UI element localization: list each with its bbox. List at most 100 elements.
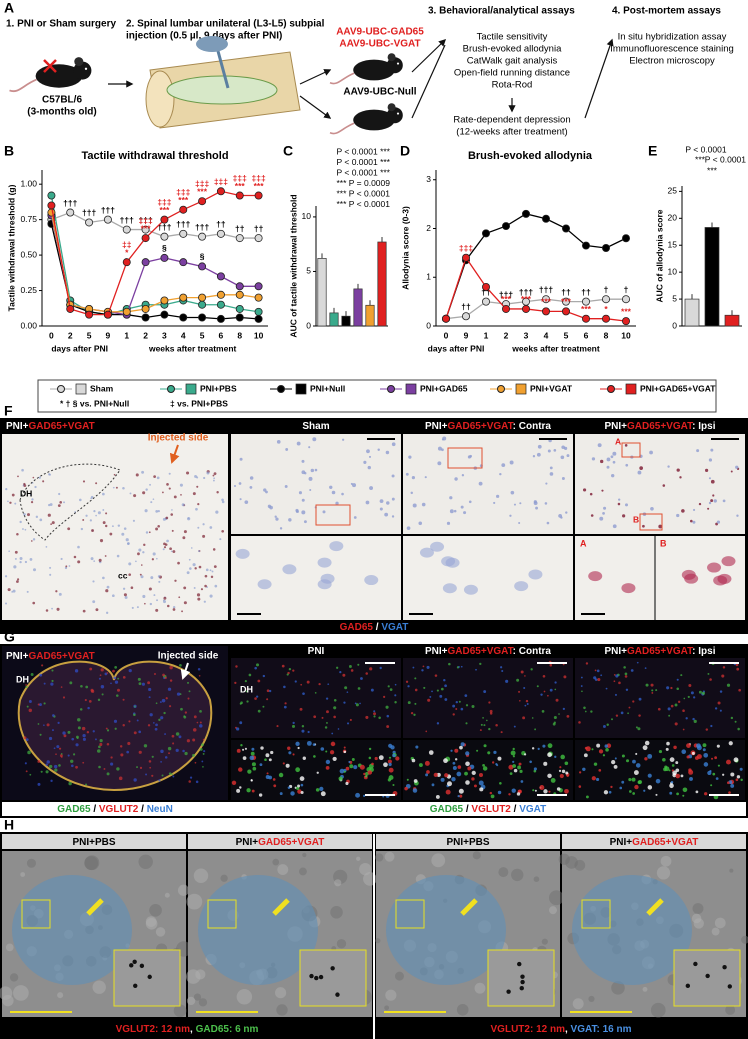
significance-mark: § xyxy=(162,243,167,253)
fluor-dot xyxy=(711,757,714,760)
stain-dot xyxy=(196,485,199,488)
fluor-dot xyxy=(578,785,582,788)
data-point xyxy=(461,253,470,262)
header-strip xyxy=(188,834,372,849)
fluor-dot xyxy=(148,696,151,699)
y-tick-label: 0.50 xyxy=(20,249,37,259)
y-axis-label: Tactile withdrawal threshold (g) xyxy=(6,184,16,311)
significance-mark: †† xyxy=(481,287,491,297)
data-point xyxy=(562,297,571,306)
cell-dot xyxy=(274,515,277,518)
gold-particle xyxy=(506,989,511,994)
stain-dot xyxy=(116,554,120,558)
significance-mark: ‡‡‡ xyxy=(214,177,228,187)
cell-dot xyxy=(441,438,444,441)
cell-dot xyxy=(269,505,273,510)
stain-dot xyxy=(163,546,167,549)
fluor-dot xyxy=(373,715,376,718)
stain-dot xyxy=(8,550,10,552)
fluor-dot xyxy=(325,697,329,700)
fluor-dot xyxy=(590,710,593,713)
comparison-label: P < 0.0001 xyxy=(705,154,746,164)
legend-box xyxy=(37,379,717,413)
fluor-dot xyxy=(183,715,186,718)
cell-dot xyxy=(681,509,685,513)
fluor-dot xyxy=(259,763,263,767)
data-point xyxy=(501,304,510,313)
fluor-dot xyxy=(288,751,292,755)
cell-dot xyxy=(618,498,621,501)
cell-dot xyxy=(239,457,243,461)
stain-dot xyxy=(95,608,99,612)
fluor-dot xyxy=(343,750,347,754)
fluor-dot xyxy=(257,679,261,683)
data-point xyxy=(198,313,207,322)
fluor-dot xyxy=(60,753,63,755)
fluor-dot xyxy=(539,785,545,790)
fluor-dot xyxy=(386,714,390,718)
fluor-dot xyxy=(136,766,138,769)
fluor-dot xyxy=(234,681,237,684)
fluor-dot xyxy=(255,663,260,667)
cell-zoom xyxy=(707,562,722,573)
fluor-dot xyxy=(297,784,301,788)
cell-dot xyxy=(667,465,670,468)
image-title: PNI+GAD65+VGAT xyxy=(6,651,95,662)
fluor-dot xyxy=(147,724,151,727)
fluor-dot xyxy=(465,761,470,767)
stain-dot xyxy=(148,587,152,591)
em-texture xyxy=(472,851,481,860)
fluor-dot xyxy=(638,697,642,701)
cell-dot xyxy=(715,522,718,526)
cell-dot xyxy=(418,521,423,526)
fluor-dot xyxy=(196,721,199,724)
fluor-dot xyxy=(283,685,286,689)
fluor-dot xyxy=(510,750,516,756)
fluor-dot xyxy=(542,744,546,748)
cell-dot xyxy=(710,479,715,484)
fluor-dot xyxy=(242,756,247,760)
fluor-dot xyxy=(113,719,118,723)
fluor-dot xyxy=(106,672,109,674)
fluor-dot xyxy=(615,674,619,678)
stain-dot xyxy=(212,548,216,551)
fluor-dot xyxy=(452,761,456,765)
cell-dot xyxy=(532,455,536,458)
fluor-dot xyxy=(105,727,108,730)
fluor-dot xyxy=(336,666,339,669)
em-texture xyxy=(299,867,307,876)
fluor-dot xyxy=(338,776,343,781)
cell-dot xyxy=(591,457,596,461)
cell-dot xyxy=(612,524,617,529)
label-part: VGAT xyxy=(519,804,546,815)
em-texture xyxy=(572,998,584,1010)
fluor-dot xyxy=(543,761,548,766)
fluor-dot xyxy=(480,723,483,726)
em-texture xyxy=(431,853,446,868)
fluor-dot xyxy=(556,787,561,791)
assay-item: Immunofluorescence staining xyxy=(610,44,734,55)
em-texture xyxy=(533,876,540,883)
data-point xyxy=(254,282,263,291)
stain-dot xyxy=(202,523,205,526)
fluor-dot xyxy=(483,724,486,727)
fluor-dot xyxy=(136,719,139,722)
fluor-dot xyxy=(465,751,470,756)
stain-dot xyxy=(138,548,142,552)
fluor-dot xyxy=(365,715,369,719)
fluor-dot xyxy=(516,678,520,682)
fluor-dot xyxy=(518,762,522,766)
fluor-dot xyxy=(254,697,257,700)
fluor-dot xyxy=(133,713,136,717)
fluor-dot xyxy=(422,665,425,668)
fluor-dot xyxy=(698,690,702,694)
fluor-dot xyxy=(643,789,646,792)
cell-dot xyxy=(603,506,607,510)
fluor-dot xyxy=(37,703,40,706)
fluor-dot xyxy=(242,748,245,751)
step-title: 2. Spinal lumbar unilateral (L3-L5) subp… xyxy=(126,19,325,30)
fluor-dot xyxy=(406,778,409,781)
fluor-dot xyxy=(578,721,581,724)
fluor-dot xyxy=(133,705,136,708)
pointer-arrow xyxy=(86,898,104,916)
